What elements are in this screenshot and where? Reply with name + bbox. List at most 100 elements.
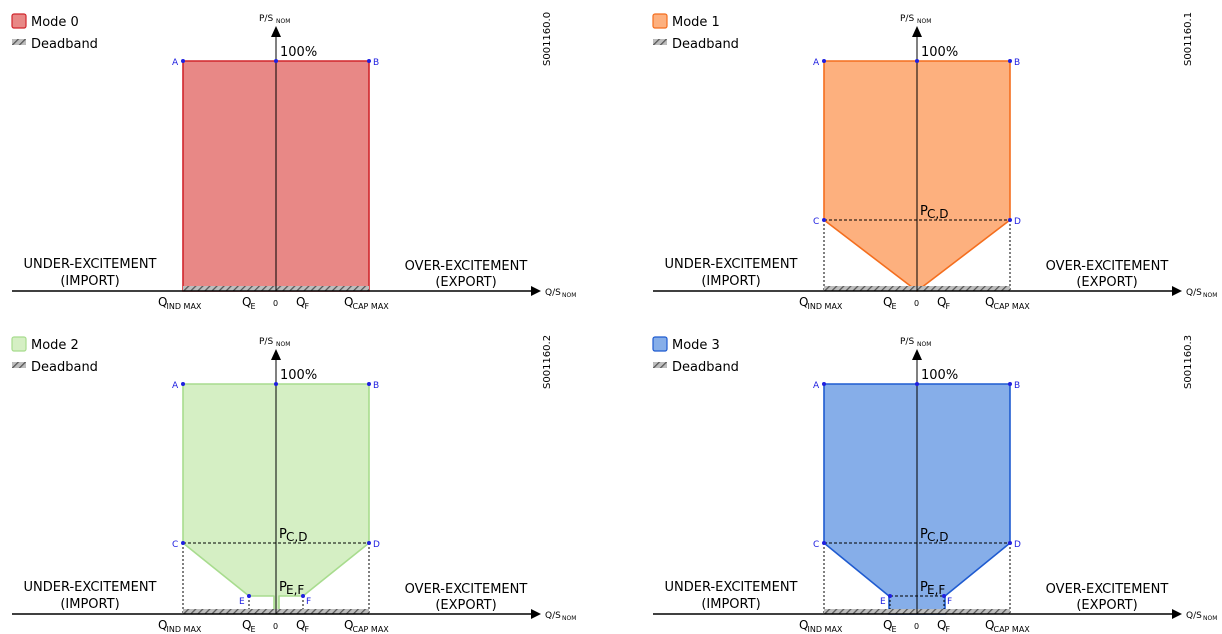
point-c — [822, 218, 826, 222]
figure-code: S001160.1 — [1183, 12, 1194, 66]
over-excitement-label: OVER-EXCITEMENT — [405, 259, 528, 274]
y-axis-arrow — [912, 349, 922, 360]
import-label: (IMPORT) — [701, 274, 760, 289]
q-e-label-main: Q — [883, 295, 892, 309]
y-axis-arrow — [912, 26, 922, 37]
p-cd-label-sub: C,D — [286, 530, 307, 544]
point-c-label: C — [813, 217, 819, 227]
import-label: (IMPORT) — [701, 597, 760, 612]
x-axis-arrow — [1172, 609, 1182, 619]
y-axis-arrow — [271, 349, 281, 360]
legend-mode-swatch — [652, 13, 668, 29]
p-ef-label-main: P — [920, 580, 928, 595]
point-f — [301, 594, 305, 598]
point-b-label: B — [1014, 381, 1020, 391]
hundred-percent-label: 100% — [921, 368, 958, 383]
q-cap-max-label: Q CAP MAX — [985, 618, 1030, 634]
point-a-label: A — [172, 58, 179, 68]
q-f-label-sub: F — [305, 625, 310, 634]
x-axis-label: Q/S NOM — [1186, 611, 1217, 622]
point-b — [1008, 382, 1012, 386]
hundred-percent-label: 100% — [280, 368, 317, 383]
point-c-label: C — [172, 540, 178, 550]
q-cap-max-label-sub: CAP MAX — [353, 625, 390, 634]
legend-mode-label: Mode 2 — [31, 338, 79, 353]
q-e-label-main: Q — [242, 295, 251, 309]
q-ind-max-label-main: Q — [158, 295, 167, 309]
legend-mode-label: Mode 3 — [672, 338, 720, 353]
q-cap-max-label: Q CAP MAX — [985, 295, 1030, 311]
export-label: (EXPORT) — [1076, 598, 1137, 613]
x-axis-arrow — [531, 286, 541, 296]
y-axis-label-main: P/S — [259, 14, 273, 24]
zero-label: 0 — [914, 622, 919, 631]
x-axis-label-sub: NOM — [562, 615, 576, 622]
y-axis-label-main: P/S — [900, 337, 914, 347]
legend-mode-swatch — [11, 336, 27, 352]
p-ef-label: P E,F — [920, 580, 945, 597]
export-label: (EXPORT) — [435, 598, 496, 613]
q-cap-max-label-sub: CAP MAX — [353, 302, 390, 311]
q-ind-max-label-sub: IND MAX — [167, 302, 202, 311]
q-cap-max-label-main: Q — [985, 295, 994, 309]
point-f-label: F — [306, 597, 311, 607]
point-a-label: A — [813, 58, 820, 68]
q-f-label-main: Q — [296, 295, 305, 309]
point-top-axis — [274, 382, 278, 386]
q-f-label-main: Q — [937, 295, 946, 309]
y-axis-label: P/S NOM — [259, 14, 290, 25]
point-f — [942, 594, 946, 598]
point-c-label: C — [813, 540, 819, 550]
legend-mode-label: Mode 0 — [31, 15, 79, 30]
q-ind-max-label: Q IND MAX — [158, 618, 202, 634]
point-a — [822, 382, 826, 386]
legend-deadband-swatch — [12, 362, 26, 368]
point-e-label: E — [239, 597, 245, 607]
x-axis-label-sub: NOM — [1203, 292, 1217, 299]
q-f-label-sub: F — [946, 625, 951, 634]
x-axis-label-main: Q/S — [1186, 611, 1202, 621]
point-top-axis — [274, 59, 278, 63]
x-axis-label: Q/S NOM — [545, 288, 576, 299]
zero-label: 0 — [914, 299, 919, 308]
zero-label: 0 — [273, 622, 278, 631]
q-ind-max-label-main: Q — [799, 618, 808, 632]
y-axis-label-main: P/S — [900, 14, 914, 24]
export-label: (EXPORT) — [435, 275, 496, 290]
q-e-label-main: Q — [883, 618, 892, 632]
legend-deadband-swatch — [653, 362, 667, 368]
point-top-axis — [915, 59, 919, 63]
y-axis-label-main: P/S — [259, 337, 273, 347]
legend-deadband-label: Deadband — [672, 360, 739, 375]
q-cap-max-label-main: Q — [344, 295, 353, 309]
under-excitement-label: UNDER-EXCITEMENT — [24, 580, 157, 595]
legend-deadband-label: Deadband — [31, 360, 98, 375]
point-d — [1008, 218, 1012, 222]
legend-deadband-label: Deadband — [31, 37, 98, 52]
over-excitement-label: OVER-EXCITEMENT — [1046, 582, 1169, 597]
p-cd-label: P C,D — [279, 527, 307, 544]
p-cd-label: P C,D — [920, 204, 948, 221]
x-axis-label-sub: NOM — [1203, 615, 1217, 622]
q-e-label-sub: E — [892, 302, 897, 311]
q-ind-max-label-main: Q — [799, 295, 808, 309]
point-e — [888, 594, 892, 598]
hundred-percent-label: 100% — [921, 45, 958, 60]
y-axis-label-sub: NOM — [917, 18, 931, 25]
q-cap-max-label-sub: CAP MAX — [994, 625, 1031, 634]
point-b — [1008, 59, 1012, 63]
point-a — [181, 382, 185, 386]
point-d-label: D — [1014, 217, 1021, 227]
legend: Mode 3 Deadband — [652, 336, 739, 375]
q-e-label-main: Q — [242, 618, 251, 632]
q-ind-max-label-main: Q — [158, 618, 167, 632]
point-d-label: D — [373, 540, 380, 550]
figure-code: S001160.0 — [542, 12, 553, 66]
q-ind-max-label: Q IND MAX — [799, 618, 843, 634]
